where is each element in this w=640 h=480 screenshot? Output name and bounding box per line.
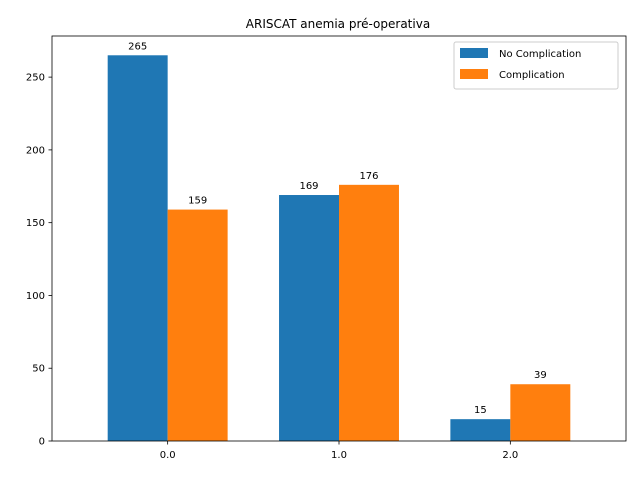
legend-swatch — [460, 69, 488, 79]
data-label: 265 — [128, 41, 147, 52]
data-label: 39 — [534, 370, 547, 381]
bars-group — [107, 55, 571, 442]
y-tick-label: 250 — [26, 73, 45, 84]
legend-box — [453, 41, 619, 90]
legend-label: Complication — [499, 70, 565, 81]
plot-frame — [51, 35, 627, 442]
y-axis: 0 50 100 150 200 250 — [26, 73, 52, 448]
chart-title: ARISCAT anemia pré-operativa — [246, 17, 430, 31]
bar-no-complication-0 — [107, 55, 168, 442]
x-tick-label: 1.0 — [331, 450, 347, 461]
bar-complication-0 — [167, 209, 228, 441]
y-tick-label: 200 — [26, 145, 45, 156]
x-tick-label: 0.0 — [160, 450, 176, 461]
data-labels-group: 265 169 15 159 176 39 — [128, 41, 547, 416]
y-tick-label: 50 — [32, 364, 45, 375]
bar-no-complication-2 — [450, 419, 511, 441]
y-tick-label: 0 — [39, 437, 45, 448]
legend: No Complication Complication — [453, 41, 619, 90]
bar-no-complication-1 — [279, 195, 339, 441]
y-tick-label: 100 — [26, 291, 45, 302]
data-label: 159 — [188, 196, 207, 207]
legend-label: No Complication — [499, 49, 581, 60]
x-axis: 0.0 1.0 2.0 — [160, 441, 518, 461]
legend-swatch — [460, 48, 488, 58]
data-label: 176 — [359, 171, 378, 182]
bar-complication-2 — [510, 384, 571, 441]
data-label: 15 — [474, 405, 487, 416]
x-tick-label: 2.0 — [502, 450, 518, 461]
y-tick-label: 150 — [26, 218, 45, 229]
data-label: 169 — [299, 181, 318, 192]
bar-complication-1 — [339, 184, 399, 441]
